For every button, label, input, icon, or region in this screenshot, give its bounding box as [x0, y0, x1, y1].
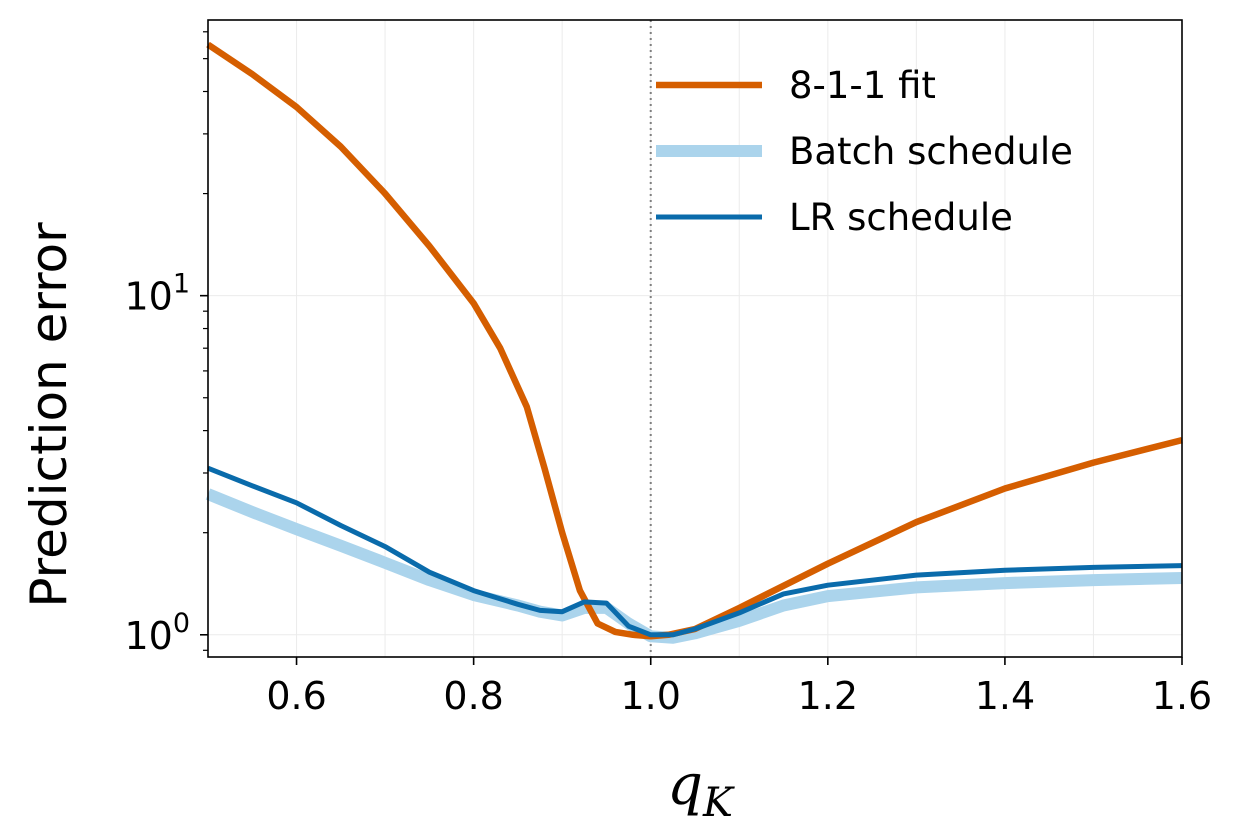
legend-label: LR schedule [789, 196, 1013, 239]
x-tick-label: 1.0 [621, 674, 681, 718]
x-tick-label: 0.6 [266, 674, 326, 718]
series-line-batch-schedule [205, 488, 1183, 644]
x-tick-label: 1.2 [798, 674, 858, 718]
legend-label: Batch schedule [789, 130, 1073, 173]
legend-label: 8-1-1 fit [789, 64, 936, 107]
x-axis-ticks: 0.6 0.8 1.0 1.2 1.4 1.6 [266, 657, 1212, 718]
y-tick-label: 100 [124, 608, 190, 658]
x-tick-label: 0.8 [443, 674, 503, 718]
y-tick-label: 101 [124, 269, 190, 319]
legend: 8-1-1 fit Batch schedule LR schedule [656, 64, 1073, 239]
series-line-lr-schedule [207, 465, 1183, 638]
y-axis-ticks: 100 101 [124, 31, 208, 658]
x-tick-label: 1.4 [975, 674, 1035, 718]
x-tick-label: 1.6 [1152, 674, 1212, 718]
series-line-8-1-1-fit [206, 41, 1183, 640]
plot-frame [207, 19, 1183, 658]
grid [207, 20, 1183, 657]
y-axis-title: Prediction error [20, 222, 78, 608]
x-axis-title-main: q [667, 753, 703, 818]
x-axis-title: qK [667, 753, 735, 826]
x-axis-title-subscript: K [702, 780, 735, 826]
series-group [205, 41, 1183, 644]
